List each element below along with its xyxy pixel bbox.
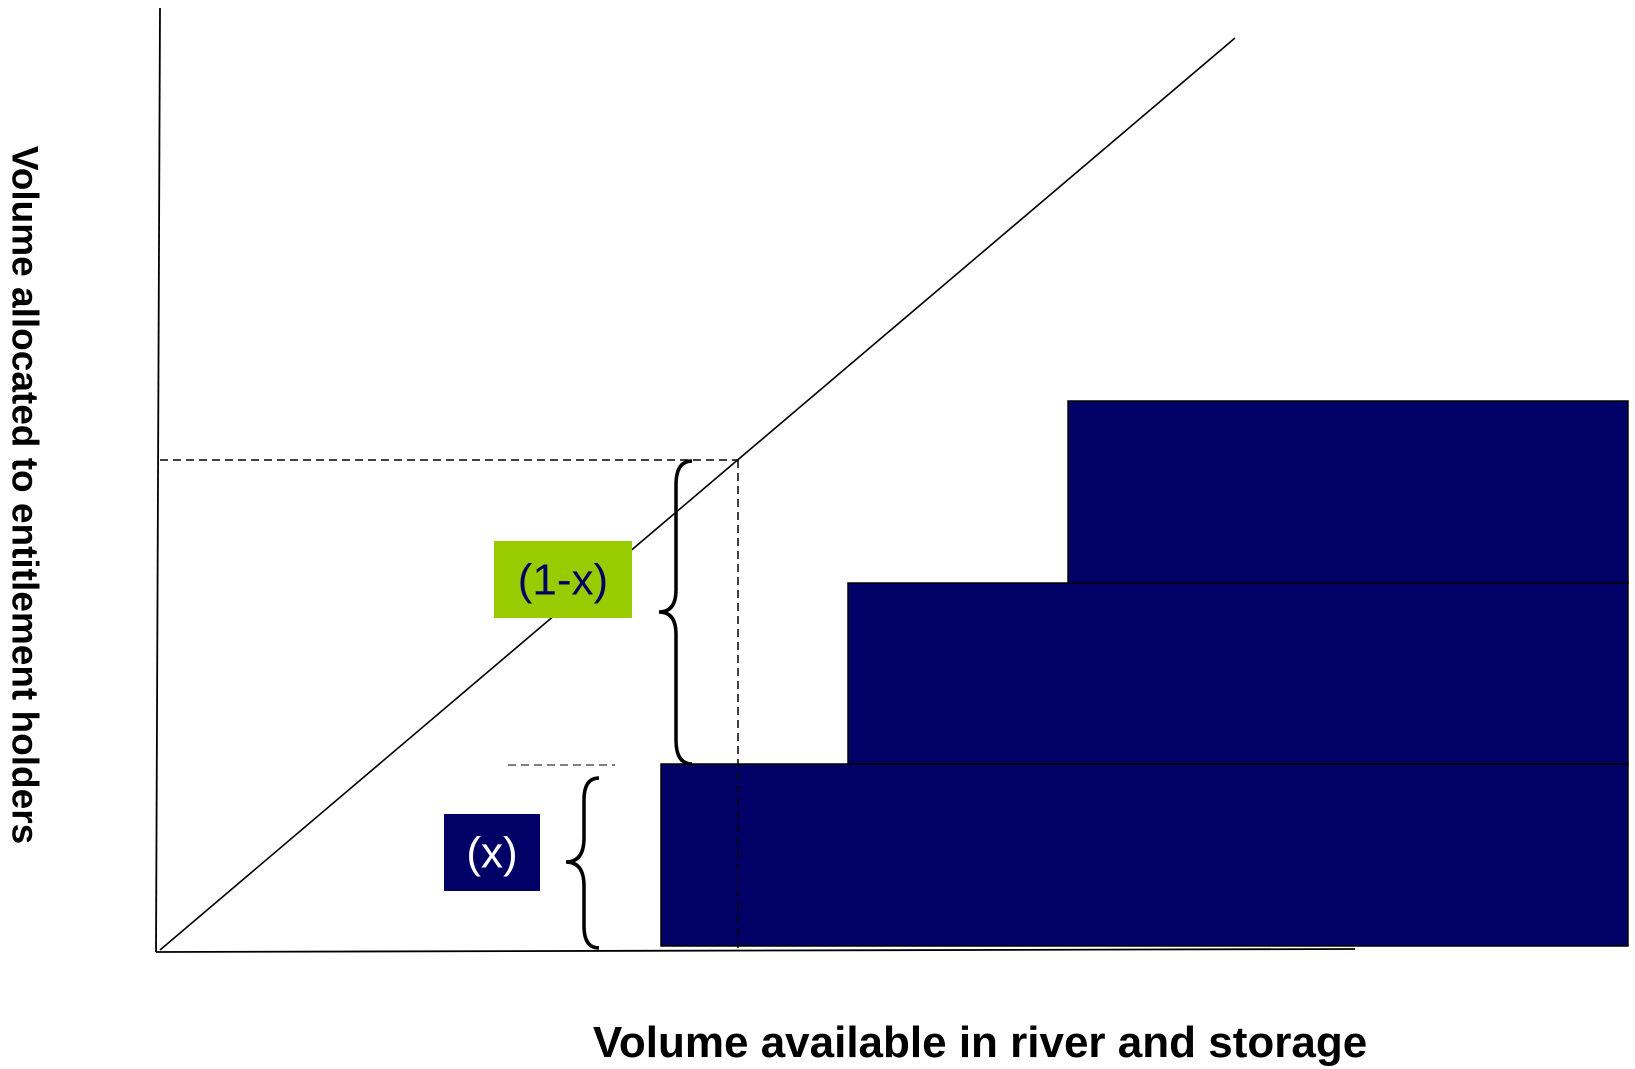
y-axis-title: Volume allocated to entitlement holders <box>5 146 46 844</box>
block-top <box>1067 400 1629 584</box>
brace-upper <box>658 459 693 766</box>
x-axis <box>155 948 1356 953</box>
label-lower-text: (x) <box>466 829 517 878</box>
brace-lower <box>565 776 600 950</box>
allocation-line <box>159 37 1236 951</box>
label-upper-tag: (1-x) <box>494 541 632 618</box>
label-upper-text: (1-x) <box>518 556 608 605</box>
label-lower-tag: (x) <box>444 814 540 891</box>
y-axis <box>155 7 161 953</box>
block-bottom <box>660 763 1629 947</box>
x-axis-title: Volume available in river and storage <box>593 1018 1367 1067</box>
block-middle <box>847 582 1629 765</box>
